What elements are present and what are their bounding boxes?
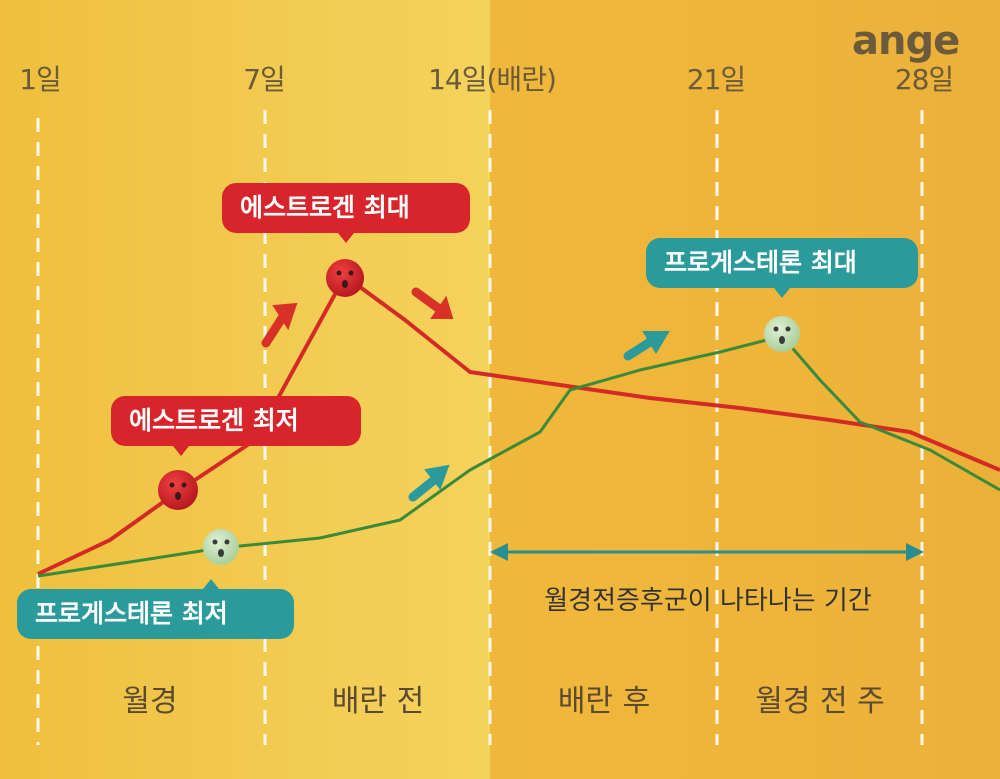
progesterone-line bbox=[37, 334, 1000, 578]
estrogen-max-marker bbox=[326, 259, 364, 297]
estrogen-max-text: 에스트로겐 최대 bbox=[240, 193, 410, 222]
progesterone-min-text: 프로게스테론 최저 bbox=[35, 599, 228, 628]
progesterone-rise-arrow-2-icon bbox=[623, 331, 670, 361]
pms-period-label: 월경전증후군이 나타나는 기간 bbox=[544, 586, 872, 616]
progesterone-min-bubble: 프로게스테론 최저 bbox=[17, 579, 294, 639]
progesterone-max-marker bbox=[764, 316, 800, 352]
estrogen-min-bubble: 에스트로겐 최저 bbox=[111, 396, 361, 456]
progesterone-min-marker bbox=[203, 529, 239, 565]
estrogen-min-text: 에스트로겐 최저 bbox=[129, 406, 299, 435]
progesterone-max-text: 프로게스테론 최대 bbox=[664, 248, 857, 277]
pms-period-arrow bbox=[490, 543, 924, 561]
estrogen-min-marker bbox=[158, 470, 198, 510]
day-label-1: 1일 bbox=[19, 63, 62, 96]
progesterone-max-bubble: 프로게스테론 최대 bbox=[646, 238, 918, 298]
estrogen-fall-arrow-icon bbox=[411, 287, 454, 319]
ange-logo: ange bbox=[852, 18, 960, 64]
estrogen-max-bubble: 에스트로겐 최대 bbox=[222, 183, 470, 243]
day-label-28: 28일 bbox=[894, 63, 954, 96]
phase-label-pre-ovulation: 배란 전 bbox=[331, 684, 425, 719]
day-label-7: 7일 bbox=[243, 63, 286, 96]
day-label-21: 21일 bbox=[686, 63, 746, 96]
phase-label-menstruation: 월경 bbox=[122, 684, 178, 719]
estrogen-rise-arrow-icon bbox=[261, 302, 298, 348]
day-label-14: 14일(배란) bbox=[428, 63, 557, 96]
background-left bbox=[0, 0, 490, 779]
phase-label-premenstrual-week: 월경 전 주 bbox=[755, 684, 885, 719]
phase-label-post-ovulation: 배란 후 bbox=[557, 684, 651, 719]
progesterone-rise-arrow-1-icon bbox=[408, 464, 450, 502]
